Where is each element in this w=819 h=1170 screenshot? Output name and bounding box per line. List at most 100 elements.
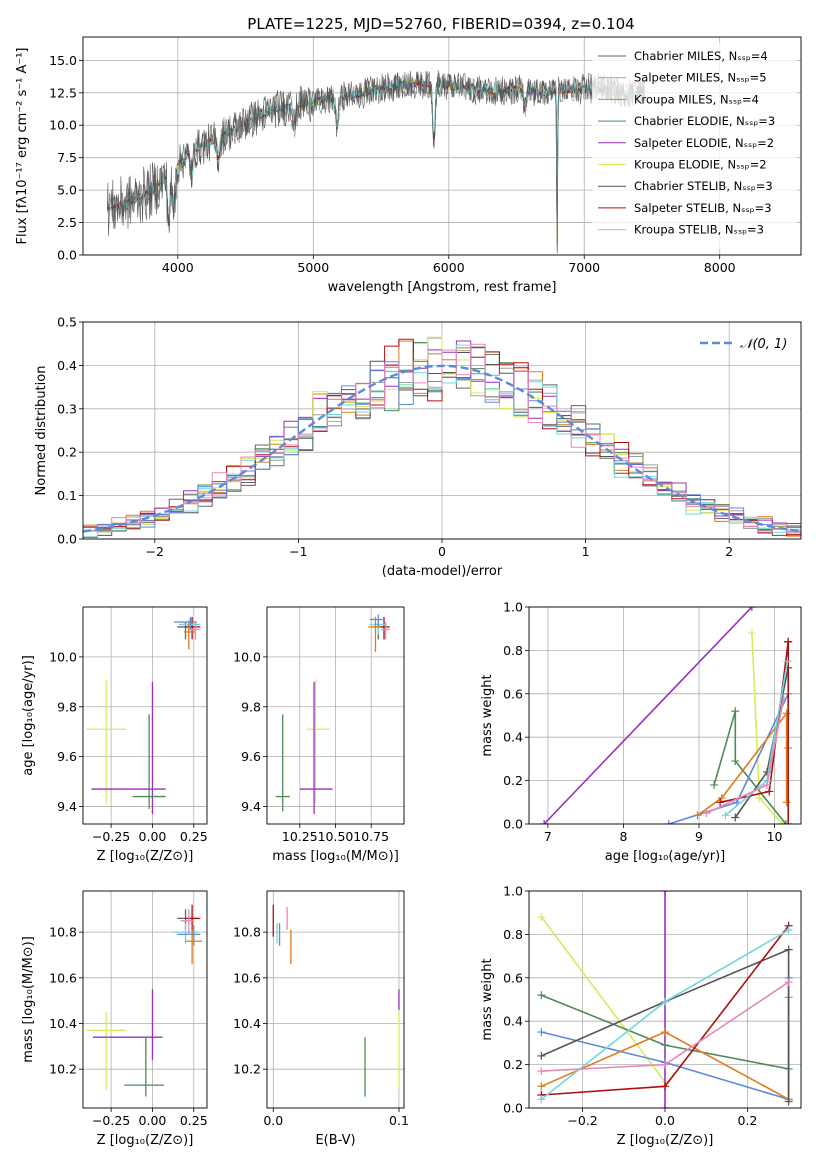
x-axis-label: Z [log₁₀(Z/Z⊙)] <box>97 849 194 864</box>
data-point <box>537 1051 546 1060</box>
data-point <box>693 811 702 820</box>
data-point <box>540 820 549 824</box>
legend-entry: Chabrier STELIB, Nₛₛₚ=3 <box>634 179 773 193</box>
data-point <box>661 997 669 1006</box>
data-point <box>781 820 790 824</box>
y-tick-label: 5.0 <box>57 183 77 198</box>
data-point <box>537 913 546 922</box>
gaussian-curve <box>83 364 801 533</box>
data-point <box>664 820 673 824</box>
data-point <box>784 978 793 987</box>
axes-frame <box>528 606 802 825</box>
legend-box <box>592 43 797 249</box>
data-point <box>661 891 669 895</box>
data-point <box>731 757 740 766</box>
y-tick-label: 0.4 <box>503 1014 523 1029</box>
y-axis-label: age [log₁₀(age/yr)] <box>21 655 36 776</box>
x-tick-label: 0.25 <box>180 1113 208 1128</box>
plot-area <box>537 891 793 1108</box>
y-tick-label: 10.6 <box>233 970 261 985</box>
mass-weight-line <box>541 948 790 1102</box>
y-tick-label: 0.0 <box>503 817 523 832</box>
panel-residuals: −2 −1 0 1 2 0.0 0.1 0.2 0.3 0.4 0.5 (data-model)/er… <box>34 315 802 579</box>
axes-frame <box>266 890 405 1109</box>
y-tick-label: 15.0 <box>49 53 77 68</box>
axes-frame <box>266 606 405 825</box>
mass-weight-line <box>540 916 666 1083</box>
data-point <box>537 991 546 1000</box>
x-tick-label: −0.25 <box>92 1113 130 1128</box>
y-tick-label: 0.5 <box>57 315 77 330</box>
x-tick-label: 4000 <box>162 260 194 275</box>
y-tick-label: 0.3 <box>57 401 77 416</box>
data-point <box>765 787 774 796</box>
x-tick-label: 0.2 <box>737 1113 757 1128</box>
x-tick-label: 0 <box>438 544 446 559</box>
mass-weight-line <box>543 607 753 824</box>
y-tick-label: 9.8 <box>57 699 77 714</box>
data-point <box>782 709 791 718</box>
y-axis-label: mass weight <box>480 958 495 1040</box>
legend-entry: Salpeter STELIB, Nₛₛₚ=3 <box>634 201 772 215</box>
x-tick-label: 10.50 <box>318 829 354 844</box>
axes-frame <box>82 321 802 540</box>
x-tick-label: −0.25 <box>92 829 130 844</box>
x-axis-label: wavelength [Angstrom, rest frame] <box>328 280 557 295</box>
data-point <box>702 809 711 818</box>
y-tick-label: 9.6 <box>57 749 77 764</box>
y-tick-label: 10.6 <box>49 970 77 985</box>
x-tick-label: 1 <box>582 544 590 559</box>
x-tick-label: 7000 <box>568 260 600 275</box>
x-tick-label: 0.1 <box>389 1113 409 1128</box>
panel-age-vs-mass: 10.25 10.50 10.75 9.4 9.6 9.8 10.0 mass [log₁₀(… <box>233 606 405 864</box>
panel-massweight-vs-Z: −0.2 0.0 0.2 0.0 0.2 0.4 0.6 0.8 1.0 Z [log₁₀(Z/Z… <box>480 884 802 1148</box>
y-tick-label: 7.5 <box>57 150 77 165</box>
legend: 𝒩(0, 1) <box>700 337 787 352</box>
axes-frame <box>82 890 208 1109</box>
y-tick-label: 10.0 <box>49 118 77 133</box>
legend-entry: Kroupa ELODIE, Nₛₛₚ=2 <box>634 158 767 172</box>
x-axis-label: age [log₁₀(age/yr)] <box>605 849 726 864</box>
y-tick-label: 10.8 <box>233 925 261 940</box>
y-tick-label: 0.0 <box>503 1101 523 1116</box>
x-axis-label: (data-model)/error <box>382 564 503 579</box>
plot-area <box>540 607 793 824</box>
mass-weight-line <box>697 710 788 816</box>
x-tick-label: 6000 <box>433 260 465 275</box>
axes-frame <box>528 890 802 1109</box>
histogram <box>83 343 801 539</box>
data-point <box>661 1082 669 1091</box>
plot-area <box>83 336 801 539</box>
axes-layer: 4000 5000 6000 7000 80000.02.55.07.510.012.5… <box>15 36 802 1148</box>
y-tick-label: 2.5 <box>57 215 77 230</box>
x-axis-label: Z [log₁₀(Z/Z⊙)] <box>97 1133 194 1148</box>
y-tick-label: 0.4 <box>57 358 77 373</box>
x-tick-label: 5000 <box>297 260 329 275</box>
y-tick-label: 0.2 <box>503 773 523 788</box>
spectrum-line <box>107 72 645 229</box>
x-axis-label: E(B-V) <box>315 1133 355 1148</box>
data-point <box>661 1028 669 1037</box>
x-axis-label: Z [log₁₀(Z/Z⊙)] <box>617 1133 714 1148</box>
x-tick-label: −2 <box>146 544 164 559</box>
legend-entry: Kroupa STELIB, Nₛₛₚ=3 <box>634 223 764 237</box>
data-point <box>747 607 756 611</box>
x-tick-label: 10 <box>767 829 783 844</box>
x-tick-label: 9 <box>695 829 703 844</box>
x-tick-label: 2 <box>725 544 733 559</box>
y-tick-label: 10.0 <box>49 649 77 664</box>
data-point <box>721 811 730 820</box>
legend-entry: Chabrier MILES, Nₛₛₚ=4 <box>634 49 768 63</box>
x-tick-label: 7 <box>544 829 552 844</box>
data-point <box>783 657 792 666</box>
plot-area <box>86 616 201 815</box>
data-point <box>784 1097 793 1106</box>
x-tick-label: 0.0 <box>655 1113 675 1128</box>
plot-area <box>106 70 646 254</box>
y-tick-label: 1.0 <box>503 884 523 899</box>
data-point <box>778 820 787 824</box>
x-tick-label: −0.2 <box>567 1113 597 1128</box>
y-axis-label: Flux [fλ10⁻¹⁷ erg cm⁻² s⁻¹ A⁻¹] <box>15 48 30 245</box>
y-tick-label: 9.6 <box>241 749 261 764</box>
